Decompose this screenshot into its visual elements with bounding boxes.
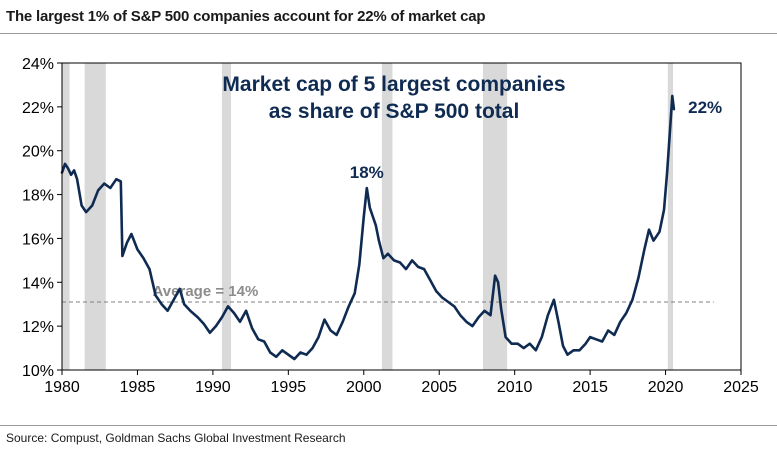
recession-band <box>667 63 674 370</box>
recession-band <box>84 63 106 370</box>
x-tick-label: 2015 <box>572 379 608 396</box>
x-tick-label: 2000 <box>346 379 382 396</box>
x-tick-label: 1980 <box>44 379 80 396</box>
x-axis: 1980 1985 1990 1995 2000 2005 2010 2015 2020 2025 <box>44 370 759 396</box>
x-tick-label: 2020 <box>648 379 684 396</box>
y-tick-label: 12% <box>22 319 54 336</box>
value-annotation: 18% <box>350 163 384 182</box>
chart-title: The largest 1% of S&P 500 companies acco… <box>6 8 486 25</box>
average-label: Average = 14% <box>153 283 259 300</box>
y-tick-label: 10% <box>22 363 54 380</box>
average-line: Average = 14% <box>62 283 714 303</box>
x-tick-label: 1995 <box>271 379 307 396</box>
y-axis: 10% 12% 14% 16% 18% 20% 22% 24% <box>22 56 62 380</box>
y-tick-label: 16% <box>22 231 54 248</box>
recession-bands <box>62 63 674 370</box>
y-tick-label: 14% <box>22 275 54 292</box>
x-tick-label: 2010 <box>497 379 533 396</box>
series-path <box>60 94 676 361</box>
recession-band <box>62 63 70 370</box>
y-tick-label: 18% <box>22 188 54 205</box>
title-divider <box>0 33 777 34</box>
value-annotation: 22% <box>688 98 722 117</box>
y-tick-label: 24% <box>22 56 54 73</box>
source-divider <box>0 425 777 426</box>
recession-band <box>381 63 393 370</box>
source-note: Source: Compust, Goldman Sachs Global In… <box>6 431 346 445</box>
y-tick-label: 22% <box>22 100 54 117</box>
line-chart: Average = 14% 10% 12% 14% 16% 18% 20% 22% 24% 1… <box>22 56 759 396</box>
series-line <box>60 94 676 361</box>
inner-title-line: as share of S&P 500 total <box>269 100 520 123</box>
x-tick-label: 1990 <box>195 379 231 396</box>
y-tick-label: 20% <box>22 144 54 161</box>
chart-inner-title: Market cap of 5 largest companies as shar… <box>222 73 565 123</box>
inner-title-line: Market cap of 5 largest companies <box>222 73 565 96</box>
x-tick-label: 2025 <box>723 379 759 396</box>
annotations: 18% 22% <box>350 98 722 182</box>
plot-area-frame <box>61 62 742 371</box>
recession-band <box>221 63 231 370</box>
x-tick-label: 2005 <box>421 379 457 396</box>
x-tick-label: 1985 <box>120 379 156 396</box>
